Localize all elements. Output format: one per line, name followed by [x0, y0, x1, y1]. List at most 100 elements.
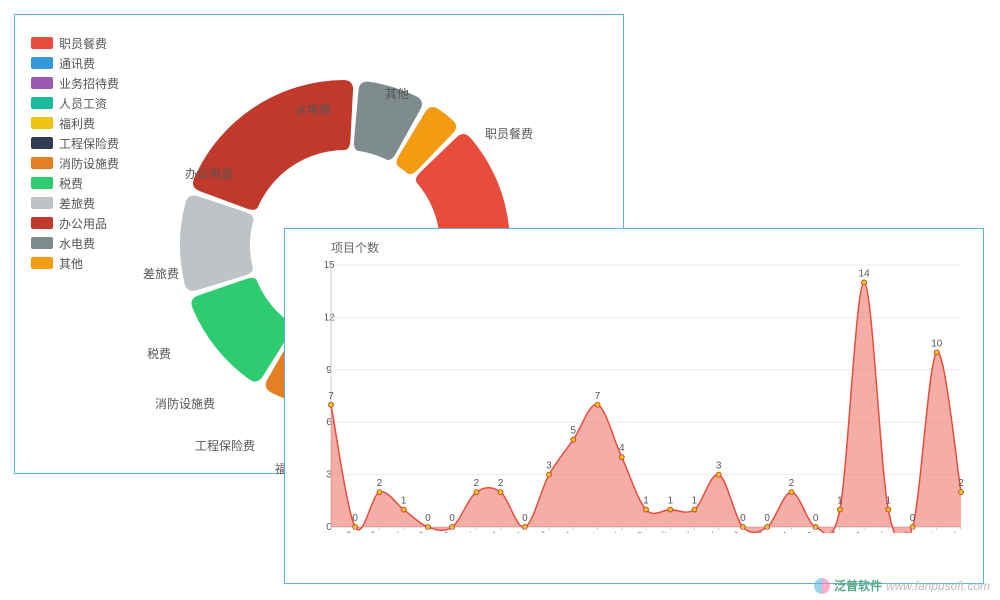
- data-point[interactable]: [789, 490, 794, 495]
- data-point-label: 0: [425, 513, 431, 524]
- data-point[interactable]: [644, 507, 649, 512]
- data-point-label: 3: [716, 461, 722, 472]
- legend-swatch: [31, 157, 53, 169]
- legend-item[interactable]: 办公用品: [31, 213, 119, 233]
- legend-label: 业务招待费: [59, 75, 119, 92]
- donut-slice-label: 办公用品: [185, 165, 233, 182]
- data-point[interactable]: [959, 490, 964, 495]
- data-point[interactable]: [595, 402, 600, 407]
- donut-slice-label: 工程保险费: [195, 437, 255, 454]
- data-point-label: 1: [643, 496, 649, 507]
- legend-swatch: [31, 117, 53, 129]
- data-point[interactable]: [571, 437, 576, 442]
- brand-url: www.fanpusoft.com: [886, 579, 990, 593]
- legend-swatch: [31, 77, 53, 89]
- legend-item[interactable]: 水电费: [31, 233, 119, 253]
- legend-swatch: [31, 97, 53, 109]
- data-point-label: 1: [692, 496, 698, 507]
- data-point[interactable]: [668, 507, 673, 512]
- svg-text:12: 12: [325, 312, 335, 323]
- data-point-label: 3: [546, 461, 552, 472]
- legend-label: 消防设施费: [59, 155, 119, 172]
- legend-item[interactable]: 职员餐费: [31, 33, 119, 53]
- data-point[interactable]: [837, 507, 842, 512]
- donut-legend: 职员餐费通讯费业务招待费人员工资福利费工程保险费消防设施费税费差旅费办公用品水电…: [31, 33, 119, 273]
- x-tick-label: 通信: [458, 530, 479, 533]
- data-point-label: 10: [931, 338, 943, 349]
- data-point-label: 0: [740, 513, 746, 524]
- data-point-label: 2: [958, 478, 964, 489]
- data-point-label: 14: [859, 268, 871, 279]
- area-chart-title: 项目个数: [331, 239, 379, 256]
- data-point[interactable]: [716, 472, 721, 477]
- x-tick-label: 桥梁: [626, 529, 648, 533]
- legend-label: 差旅费: [59, 195, 95, 212]
- data-point[interactable]: [619, 455, 624, 460]
- donut-slice-label: 税费: [147, 345, 171, 362]
- data-point[interactable]: [474, 490, 479, 495]
- x-tick-label: 弱电: [602, 529, 624, 533]
- svg-text:15: 15: [325, 260, 335, 271]
- data-point-label: 1: [667, 496, 673, 507]
- legend-label: 其他: [59, 255, 83, 272]
- legend-swatch: [31, 37, 53, 49]
- legend-item[interactable]: 工程保险费: [31, 133, 119, 153]
- data-point-label: 2: [474, 478, 480, 489]
- x-tick-label: 电力: [917, 529, 939, 533]
- data-point[interactable]: [401, 507, 406, 512]
- legend-swatch: [31, 197, 53, 209]
- legend-item[interactable]: 其他: [31, 253, 119, 273]
- legend-item[interactable]: 福利费: [31, 113, 119, 133]
- legend-item[interactable]: 税费: [31, 173, 119, 193]
- legend-item[interactable]: 消防设施费: [31, 153, 119, 173]
- x-tick-label: 系统集成: [397, 529, 431, 533]
- data-point-label: 2: [498, 478, 504, 489]
- data-point-label: 0: [352, 513, 358, 524]
- data-point[interactable]: [692, 507, 697, 512]
- legend-swatch: [31, 177, 53, 189]
- donut-slice-label: 其他: [385, 85, 409, 102]
- data-point[interactable]: [498, 490, 503, 495]
- donut-slice-label: 职员餐费: [485, 125, 533, 142]
- data-point[interactable]: [934, 350, 939, 355]
- x-tick-label: 消防: [384, 529, 406, 533]
- donut-slice[interactable]: [193, 80, 353, 210]
- data-point-label: 0: [449, 513, 455, 524]
- legend-label: 水电费: [59, 235, 95, 252]
- legend-label: 工程保险费: [59, 135, 119, 152]
- legend-swatch: [31, 217, 53, 229]
- legend-item[interactable]: 业务招待费: [31, 73, 119, 93]
- x-tick-label: 设计: [578, 529, 600, 533]
- x-tick-label: 电子电气: [857, 529, 891, 533]
- data-point-label: 2: [377, 478, 383, 489]
- data-point-label: 1: [401, 496, 407, 507]
- legend-label: 人员工资: [59, 95, 107, 112]
- x-tick-label: 水利: [530, 530, 551, 533]
- data-point[interactable]: [886, 507, 891, 512]
- x-tick-label: 铁路: [481, 529, 503, 533]
- area-chart: 036912157装饰0照明2园林景观1消防0系统集成0土建2通信2铁路0隧道施…: [325, 259, 967, 533]
- data-point-label: 1: [886, 496, 892, 507]
- x-tick-label: 安防: [941, 529, 963, 533]
- data-point[interactable]: [547, 472, 552, 477]
- legend-item[interactable]: 人员工资: [31, 93, 119, 113]
- data-point[interactable]: [862, 280, 867, 285]
- x-tick-label: 空调安装: [663, 529, 697, 533]
- x-tick-label: 隧道施工: [494, 529, 528, 533]
- data-point-label: 5: [571, 426, 577, 437]
- x-tick-label: 园林景观: [348, 529, 382, 533]
- data-point[interactable]: [377, 490, 382, 495]
- legend-item[interactable]: 通讯费: [31, 53, 119, 73]
- legend-swatch: [31, 257, 53, 269]
- data-point-label: 7: [328, 391, 334, 402]
- data-point-label: 1: [837, 496, 843, 507]
- donut-slice[interactable]: [180, 195, 253, 290]
- legend-label: 福利费: [59, 115, 95, 132]
- data-point-label: 4: [619, 443, 625, 454]
- legend-item[interactable]: 差旅费: [31, 193, 119, 213]
- x-tick-label: 公路: [772, 529, 794, 533]
- donut-slice-label: 水电费: [295, 101, 331, 118]
- legend-swatch: [31, 137, 53, 149]
- brand-logo-icon: [814, 578, 830, 594]
- data-point[interactable]: [328, 402, 333, 407]
